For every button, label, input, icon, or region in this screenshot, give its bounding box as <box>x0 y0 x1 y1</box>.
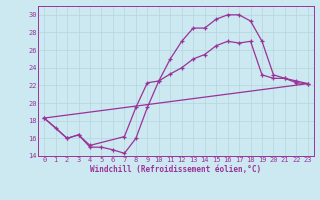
X-axis label: Windchill (Refroidissement éolien,°C): Windchill (Refroidissement éolien,°C) <box>91 165 261 174</box>
